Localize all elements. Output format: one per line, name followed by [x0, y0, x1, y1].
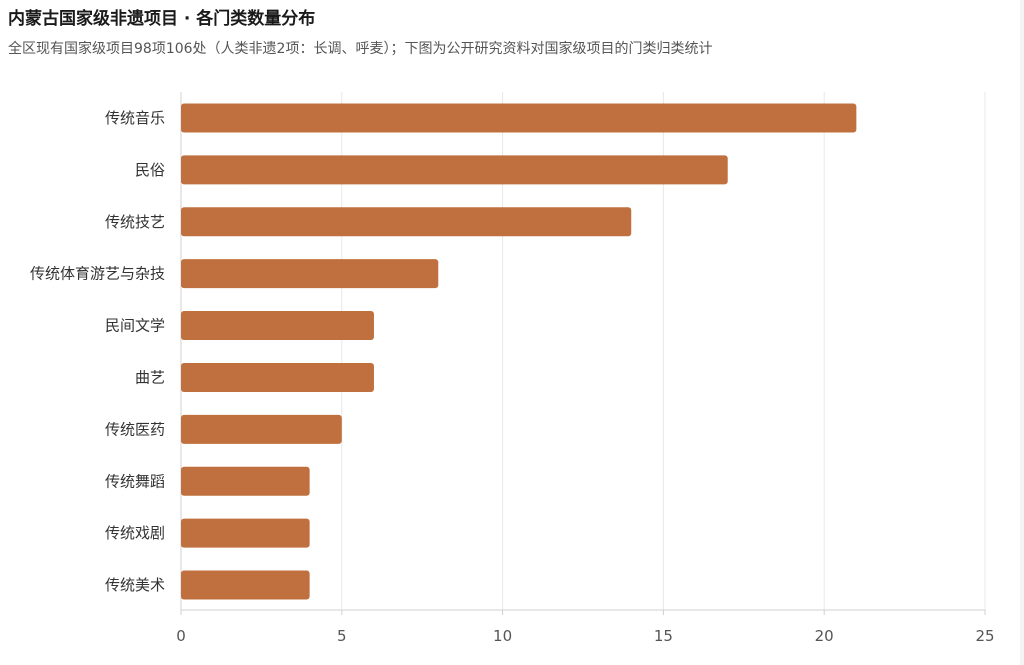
scroll-edge [1020, 0, 1024, 665]
bar [181, 570, 310, 600]
bar [181, 311, 374, 341]
x-tick-label: 10 [493, 627, 512, 645]
category-labels: 传统音乐民俗传统技艺传统体育游艺与杂技民间文学曲艺传统医药传统舞蹈传统戏剧传统美… [30, 109, 165, 594]
bar [181, 259, 439, 289]
bars [181, 103, 857, 600]
bar [181, 414, 342, 444]
category-label: 传统舞蹈 [105, 472, 165, 490]
category-label: 民俗 [135, 161, 165, 179]
x-tick-label: 25 [975, 627, 994, 645]
x-tick-label: 0 [176, 627, 186, 645]
category-label: 传统体育游艺与杂技 [30, 265, 165, 283]
category-label: 民间文学 [105, 317, 165, 335]
bar [181, 155, 728, 185]
category-label: 传统技艺 [105, 213, 165, 231]
bar [181, 207, 632, 237]
bar [181, 466, 310, 496]
bar [181, 362, 374, 392]
bar [181, 518, 310, 548]
category-label: 传统音乐 [105, 109, 165, 127]
x-tick-label: 15 [654, 627, 673, 645]
x-tick-labels: 0 5 10 15 20 25 [176, 627, 994, 645]
bar [181, 103, 857, 133]
category-label: 曲艺 [135, 368, 165, 386]
category-label: 传统医药 [105, 420, 165, 438]
chart-title: 内蒙古国家级非遗项目 · 各门类数量分布 [8, 9, 316, 29]
chart-subtitle: 全区现有国家级项目98项106处（人类非遗2项：长调、呼麦）；下图为公开研究资料… [8, 41, 713, 57]
category-label: 传统戏剧 [105, 524, 165, 542]
x-tick-label: 20 [815, 627, 834, 645]
category-label: 传统美术 [105, 576, 165, 594]
x-tick-label: 5 [337, 627, 347, 645]
